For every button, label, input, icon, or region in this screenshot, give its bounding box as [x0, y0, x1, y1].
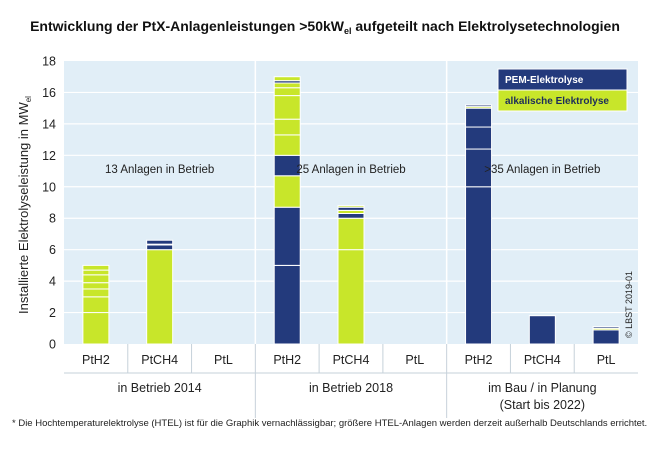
y-axis-label: Installierte Elektrolyseleistung in MWel: [16, 96, 33, 314]
y-tick-label: 6: [49, 243, 56, 257]
chart-title-subscript: el: [344, 26, 352, 36]
bar-segment: [337, 217, 365, 251]
group-label: in Betrieb 2014: [118, 381, 202, 395]
category-label: PtL: [597, 353, 616, 367]
bar-segment: [273, 118, 301, 136]
bar-segment: [273, 134, 301, 156]
group-annotation: 25 Anlagen in Betrieb: [296, 164, 405, 176]
bar-segment: [146, 239, 174, 245]
bar-segment: [82, 296, 110, 314]
category-label: PtCH4: [524, 353, 561, 367]
group-annotation: >35 Anlagen in Betrieb: [484, 164, 600, 176]
category-label: PtCH4: [141, 353, 178, 367]
y-axis-label-subscript: el: [24, 96, 33, 102]
y-tick-label: 18: [42, 55, 56, 69]
bar-segment: [273, 87, 301, 97]
bar-segment: [82, 274, 110, 284]
bar-segment: [592, 326, 620, 329]
category-label: PtL: [214, 353, 233, 367]
chart-title: Entwicklung der PtX-Anlagenleistungen >5…: [30, 18, 620, 36]
bar-segment: [82, 264, 110, 271]
bar-2-PtL: [592, 326, 620, 345]
bar-segment: [82, 312, 110, 345]
group-separators: [64, 61, 638, 418]
category-label: PtL: [405, 353, 424, 367]
bar-segment: [146, 249, 174, 345]
bar-segment: [273, 264, 301, 345]
bar-segment: [146, 244, 174, 251]
bar-2-PtH2: [465, 104, 493, 345]
legend-label-pem: PEM-Elektrolyse: [505, 75, 584, 86]
bar-segment: [337, 213, 365, 219]
bar-segment: [465, 107, 493, 128]
y-tick-label: 2: [49, 306, 56, 320]
y-tick-label: 8: [49, 212, 56, 226]
bar-segment: [592, 329, 620, 345]
category-label: PtH2: [465, 353, 493, 367]
bar-segment: [82, 282, 110, 290]
y-tick-label: 16: [42, 86, 56, 100]
y-tick-label: 0: [49, 338, 56, 352]
category-label: PtH2: [273, 353, 301, 367]
group-annotations: 13 Anlagen in Betrieb 25 Anlagen in Betri…: [105, 164, 600, 176]
bar-segment: [82, 288, 110, 298]
y-tick-label: 12: [42, 149, 56, 163]
bar-segment: [273, 82, 301, 89]
bar-segment: [273, 175, 301, 208]
category-label: PtH2: [82, 353, 110, 367]
bar-segment: [465, 186, 493, 345]
bar-segment: [337, 249, 365, 345]
y-tick-label: 10: [42, 180, 56, 194]
bar-1-PtH2: [273, 76, 301, 345]
group-label: im Bau / in Planung: [488, 381, 596, 395]
y-tick-label: 14: [42, 117, 56, 131]
bar-segment: [82, 269, 110, 276]
bar-segment: [465, 104, 493, 108]
bar-segment: [273, 206, 301, 266]
category-labels: PtH2 PtCH4 PtL PtH2 PtCH4 PtL PtH2 PtCH4 PtL: [82, 353, 616, 367]
category-label: PtCH4: [333, 353, 370, 367]
bar-0-PtCH4: [146, 239, 174, 345]
group-labels: in Betrieb 2014 in Betrieb 2018 im Bau / i…: [118, 381, 597, 412]
bars: [82, 76, 620, 345]
group-label: in Betrieb 2018: [309, 381, 393, 395]
bar-segment: [273, 76, 301, 82]
footnote: * Die Hochtemperaturelektrolyse (HTEL) i…: [12, 418, 647, 429]
bar-2-PtCH4: [528, 315, 556, 345]
legend-label-alkaline: alkalische Elektrolyse: [505, 96, 609, 107]
legend-swatch-alkaline: [497, 89, 628, 112]
bar-segment: [465, 126, 493, 150]
group-annotation: 13 Anlagen in Betrieb: [105, 164, 214, 176]
bar-0-PtH2: [82, 264, 110, 345]
y-axis-ticks: 0 2 4 6 8 10 12 14 16 18: [42, 55, 56, 352]
copyright-note: © LBST 2019-01: [624, 271, 634, 338]
group-label-line2: (Start bis 2022): [500, 398, 585, 412]
bar-segment: [528, 315, 556, 345]
bar-segment: [337, 205, 365, 208]
legend: PEM-Elektrolyse alkalische Elektrolyse: [497, 68, 628, 112]
bar-1-PtCH4: [337, 205, 365, 345]
bar-segment: [273, 95, 301, 120]
y-tick-label: 4: [49, 275, 56, 289]
